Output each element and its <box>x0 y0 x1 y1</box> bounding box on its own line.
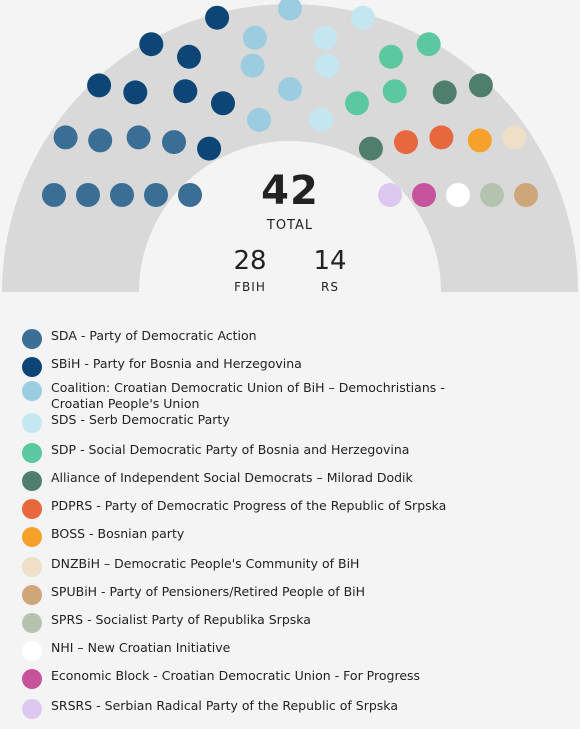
subtotal-rs-value: 14 <box>313 246 347 276</box>
seat <box>197 136 222 161</box>
legend-item: Economic Block - Croatian Democratic Uni… <box>22 668 562 689</box>
hemicycle-arc <box>2 4 578 292</box>
seat <box>139 32 164 57</box>
legend-swatch <box>22 471 42 491</box>
seat <box>429 125 454 150</box>
seat <box>247 107 272 132</box>
seat <box>379 44 403 69</box>
seat <box>502 125 527 150</box>
legend-swatch <box>22 613 42 633</box>
legend-swatch <box>22 669 42 689</box>
subtotal-rs-label: RS <box>321 280 339 294</box>
legend-swatch <box>22 585 42 605</box>
legend-swatch <box>22 499 42 519</box>
seat <box>412 183 436 207</box>
legend-swatch <box>22 413 42 433</box>
seat <box>42 183 66 207</box>
seat <box>468 73 493 98</box>
legend-item: NHI – New Croatian Initiative <box>22 640 562 661</box>
legend-item: PDPRS - Party of Democratic Progress of … <box>22 498 562 519</box>
subtotal-fbih-value: 28 <box>233 246 267 276</box>
legend-label: DNZBiH – Democratic People's Community o… <box>51 556 360 571</box>
legend-item: SBiH - Party for Bosnia and Herzegovina <box>22 356 562 377</box>
legend-item: SDS - Serb Democratic Party <box>22 412 562 433</box>
seat <box>394 130 418 155</box>
seat <box>315 53 340 78</box>
legend-item: SRSRS - Serbian Radical Party of the Rep… <box>22 698 562 719</box>
seat <box>211 91 235 116</box>
seat <box>313 25 338 50</box>
legend-item: SPRS - Socialist Party of Republika Srps… <box>22 612 562 633</box>
seat <box>432 80 457 105</box>
seat <box>382 79 407 104</box>
legend-item: DNZBiH – Democratic People's Community o… <box>22 556 562 577</box>
seat <box>177 44 201 69</box>
seat <box>126 125 151 150</box>
legend-item: BOSS - Bosnian party <box>22 526 562 547</box>
seat <box>358 136 383 161</box>
seat <box>350 5 375 30</box>
seat <box>514 183 538 207</box>
legend-item: SDA - Party of Democratic Action <box>22 328 562 349</box>
seat <box>308 107 333 132</box>
seat <box>467 128 492 153</box>
seat <box>242 25 267 50</box>
legend-swatch <box>22 699 42 719</box>
seat <box>205 5 230 30</box>
legend-swatch <box>22 357 42 377</box>
legend-label: Coalition: Croatian Democratic Union of … <box>51 380 445 411</box>
seat <box>446 183 470 207</box>
legend-label: PDPRS - Party of Democratic Progress of … <box>51 498 447 513</box>
subtotal-fbih: 28 FBIH <box>220 246 280 294</box>
seat <box>345 91 369 116</box>
seat-group <box>42 0 538 207</box>
seat <box>123 80 148 105</box>
seat <box>110 183 134 207</box>
seat <box>378 183 402 207</box>
seat <box>480 183 504 207</box>
subtotal-fbih-label: FBIH <box>234 280 266 294</box>
seat <box>76 183 100 207</box>
seat <box>240 53 265 78</box>
legend-swatch <box>22 381 42 401</box>
legend-item: Coalition: Croatian Democratic Union of … <box>22 380 562 412</box>
legend-label: SRSRS - Serbian Radical Party of the Rep… <box>51 698 398 713</box>
seat <box>278 77 302 102</box>
legend-swatch <box>22 527 42 547</box>
seat <box>173 79 198 104</box>
seat <box>87 73 112 98</box>
parliament-chart <box>2 0 578 292</box>
seat <box>162 130 186 155</box>
seat <box>416 32 441 57</box>
legend-label: Alliance of Independent Social Democrats… <box>51 470 413 485</box>
legend-label: Economic Block - Croatian Democratic Uni… <box>51 668 421 683</box>
legend-label: BOSS - Bosnian party <box>51 526 185 541</box>
seat <box>144 183 168 207</box>
legend-swatch <box>22 557 42 577</box>
legend-label: SDP - Social Democratic Party of Bosnia … <box>51 442 410 457</box>
legend-item: Alliance of Independent Social Democrats… <box>22 470 562 491</box>
seat <box>88 128 113 153</box>
legend-label: SPRS - Socialist Party of Republika Srps… <box>51 612 311 627</box>
total-label: TOTAL <box>266 218 314 233</box>
legend-swatch <box>22 641 42 661</box>
legend-label: NHI – New Croatian Initiative <box>51 640 231 655</box>
subtotal-rs: 14 RS <box>300 246 360 294</box>
legend-label: SPUBiH - Party of Pensioners/Retired Peo… <box>51 584 366 599</box>
legend-item: SDP - Social Democratic Party of Bosnia … <box>22 442 562 463</box>
legend-label: SDS - Serb Democratic Party <box>51 412 230 427</box>
seat <box>53 125 78 150</box>
legend-label: SDA - Party of Democratic Action <box>51 328 257 343</box>
legend-swatch <box>22 329 42 349</box>
legend-swatch <box>22 443 42 463</box>
legend-label: SBiH - Party for Bosnia and Herzegovina <box>51 356 302 371</box>
legend-item: SPUBiH - Party of Pensioners/Retired Peo… <box>22 584 562 605</box>
seat <box>278 0 302 21</box>
seat <box>178 183 202 207</box>
total-seats: 42 <box>261 168 319 214</box>
